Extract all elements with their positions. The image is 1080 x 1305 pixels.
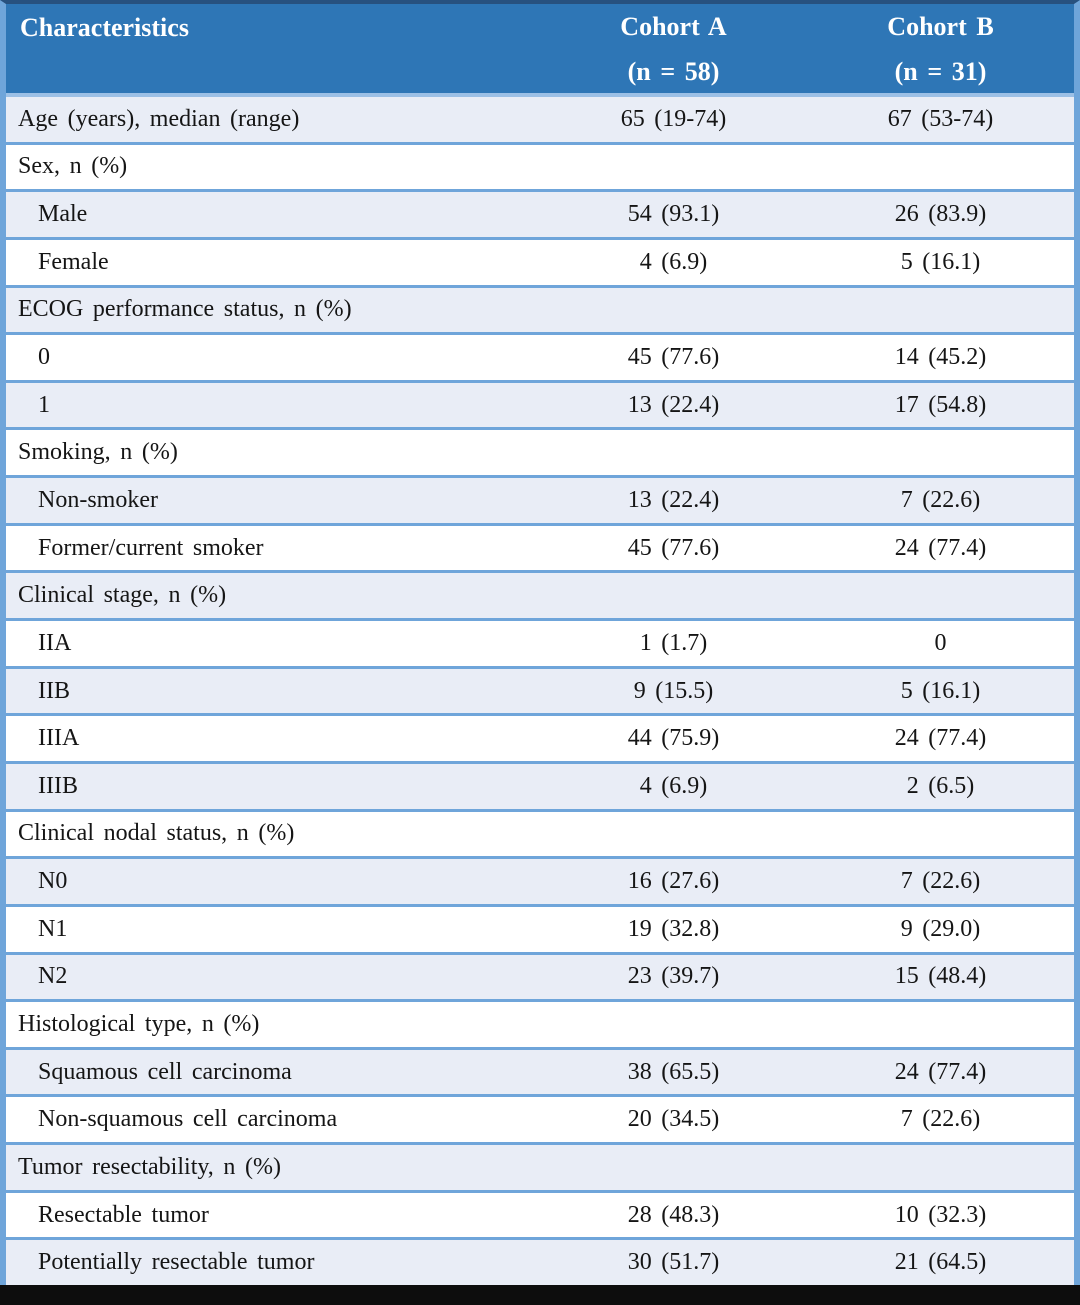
cohort-b-cell: 26 (83.9) (894, 201, 987, 228)
cohort-b-cell: 24 (77.4) (894, 725, 987, 752)
table-row: Resectable tumor 28 (48.3) 10 (32.3) (6, 1192, 1074, 1241)
table-row: Tumor resectability, n (%) (6, 1145, 1074, 1193)
cohort-b-cell: 21 (64.5) (894, 1249, 987, 1276)
cohort-a-cell: 28 (48.3) (627, 1201, 720, 1228)
characteristic-cell: 0 (38, 344, 50, 371)
characteristic-cell: 1 (38, 391, 50, 418)
table-row: N1 19 (32.8) 9 (29.0) (6, 906, 1074, 955)
table-row: Age (years), median (range) 65 (19-74) 67 … (6, 97, 1074, 145)
cohort-a-cell: 65 (19-74) (620, 105, 727, 132)
table-row: 1 13 (22.4) 17 (54.8) (6, 382, 1074, 431)
characteristic-cell: N1 (38, 915, 68, 942)
table-row: Non-squamous cell carcinoma 20 (34.5) 7 (2… (6, 1097, 1074, 1146)
table-row: Smoking, n (%) (6, 430, 1074, 479)
cohort-b-cell: 2 (6.5) (906, 772, 975, 799)
characteristic-cell: IIB (38, 677, 70, 704)
table-row: Sex, n (%) (6, 144, 1074, 193)
characteristic-cell: N0 (38, 868, 68, 895)
cohort-b-cell: 7 (22.6) (900, 1106, 981, 1133)
cohort-a-cell: 4 (6.9) (639, 248, 708, 275)
cohort-a-cell: 45 (77.6) (627, 534, 720, 561)
cohort-b-cell: 5 (16.1) (900, 677, 981, 704)
table-row: IIB 9 (15.5) 5 (16.1) (6, 668, 1074, 717)
bottom-black-bar (0, 1285, 1080, 1305)
cohort-a-cell: 38 (65.5) (627, 1058, 720, 1085)
table-row: Clinical stage, n (%) (6, 573, 1074, 622)
cohort-b-cell: 10 (32.3) (894, 1201, 987, 1228)
characteristic-cell: IIIB (38, 772, 78, 799)
characteristic-cell: Female (38, 248, 109, 275)
table-row: N0 16 (27.6) 7 (22.6) (6, 859, 1074, 907)
table-row: N2 23 (39.7) 15 (48.4) (6, 954, 1074, 1003)
characteristic-cell: Non-squamous cell carcinoma (38, 1106, 338, 1133)
characteristic-cell: IIA (38, 629, 72, 656)
cohort-b-cell: 9 (29.0) (900, 915, 981, 942)
characteristic-cell: ECOG performance status, n (%) (18, 296, 352, 323)
characteristic-cell: Sex, n (%) (18, 153, 128, 180)
cohort-b-cell: 7 (22.6) (900, 868, 981, 895)
cohort-b-cell: 14 (45.2) (894, 344, 987, 371)
header-cohort-b: Cohort B (n = 31) (807, 4, 1074, 93)
cohort-a-cell: 54 (93.1) (627, 201, 720, 228)
header-cohort-b-name: Cohort B (887, 12, 994, 41)
cohort-b-cell: 5 (16.1) (900, 248, 981, 275)
characteristic-cell: Age (years), median (range) (18, 105, 300, 132)
table-row: Male 54 (93.1) 26 (83.9) (6, 192, 1074, 240)
table-row: IIIB 4 (6.9) 2 (6.5) (6, 763, 1074, 812)
table-row: Non-smoker 13 (22.4) 7 (22.6) (6, 478, 1074, 526)
cohort-b-cell: 7 (22.6) (900, 486, 981, 513)
table-row: Clinical nodal status, n (%) (6, 811, 1074, 860)
table-row: Female 4 (6.9) 5 (16.1) (6, 239, 1074, 288)
table-row: Former/current smoker 45 (77.6) 24 (77.4) (6, 525, 1074, 574)
table-row: 0 45 (77.6) 14 (45.2) (6, 335, 1074, 383)
cohort-b-cell: 0 (934, 629, 947, 656)
characteristic-cell: Clinical stage, n (%) (18, 582, 227, 609)
cohort-a-cell: 45 (77.6) (627, 344, 720, 371)
table-row: IIIA 44 (75.9) 24 (77.4) (6, 716, 1074, 764)
cohort-a-cell: 16 (27.6) (627, 868, 720, 895)
table-row: Squamous cell carcinoma 38 (65.5) 24 (77.4… (6, 1049, 1074, 1098)
header-characteristics-label: Characteristics (20, 13, 189, 42)
cohort-a-cell: 20 (34.5) (627, 1106, 720, 1133)
cohort-a-cell: 13 (22.4) (627, 486, 720, 513)
characteristic-cell: Resectable tumor (38, 1201, 209, 1228)
header-cohort-b-n: (n = 31) (894, 57, 987, 86)
cohort-b-cell: 67 (53-74) (887, 105, 994, 132)
characteristic-cell: Smoking, n (%) (18, 439, 178, 466)
header-cohort-a-name: Cohort A (620, 12, 727, 41)
table-header-row: Characteristics Cohort A (n = 58) Cohort… (6, 4, 1074, 97)
cohort-a-cell: 1 (1.7) (639, 629, 708, 656)
characteristic-cell: Tumor resectability, n (%) (18, 1153, 281, 1180)
characteristic-cell: Male (38, 201, 88, 228)
table-row: Histological type, n (%) (6, 1002, 1074, 1050)
characteristic-cell: Former/current smoker (38, 534, 264, 561)
cohort-a-cell: 30 (51.7) (627, 1249, 720, 1276)
header-cohort-a: Cohort A (n = 58) (540, 4, 807, 93)
cohort-a-cell: 44 (75.9) (627, 725, 720, 752)
cohort-a-cell: 4 (6.9) (639, 772, 708, 799)
header-cohort-a-n: (n = 58) (627, 57, 720, 86)
table-row: ECOG performance status, n (%) (6, 287, 1074, 336)
characteristic-cell: IIIA (38, 725, 80, 752)
cohort-a-cell: 19 (32.8) (627, 915, 720, 942)
cohort-b-cell: 15 (48.4) (894, 963, 987, 990)
cohort-a-cell: 13 (22.4) (627, 391, 720, 418)
table-body: Age (years), median (range) 65 (19-74) 67 … (6, 97, 1074, 1286)
characteristic-cell: Squamous cell carcinoma (38, 1058, 292, 1085)
characteristic-cell: Potentially resectable tumor (38, 1249, 315, 1276)
table-row: IIA 1 (1.7) 0 (6, 621, 1074, 669)
header-characteristics: Characteristics (6, 4, 540, 93)
cohort-a-cell: 23 (39.7) (627, 963, 720, 990)
characteristic-cell: Clinical nodal status, n (%) (18, 820, 295, 847)
cohort-b-cell: 17 (54.8) (894, 391, 987, 418)
table-row: Potentially resectable tumor 30 (51.7) 21 … (6, 1240, 1074, 1286)
cohort-a-cell: 9 (15.5) (633, 677, 714, 704)
characteristic-cell: N2 (38, 963, 68, 990)
characteristic-cell: Histological type, n (%) (18, 1010, 260, 1037)
cohort-b-cell: 24 (77.4) (894, 1058, 987, 1085)
characteristic-cell: Non-smoker (38, 486, 158, 513)
cohort-b-cell: 24 (77.4) (894, 534, 987, 561)
